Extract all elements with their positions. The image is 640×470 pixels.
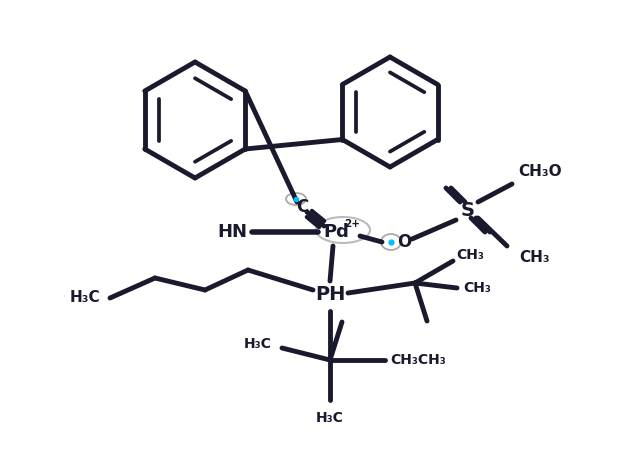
Text: H₃C: H₃C <box>244 337 272 351</box>
Text: C: C <box>296 198 308 216</box>
Text: CH₃: CH₃ <box>456 248 484 262</box>
Text: H₃C: H₃C <box>316 411 344 425</box>
Text: HN: HN <box>217 223 247 241</box>
Text: CH₃CH₃: CH₃CH₃ <box>390 353 446 367</box>
Text: H₃C: H₃C <box>70 290 100 306</box>
Text: Pd: Pd <box>323 223 349 241</box>
Text: CH₃: CH₃ <box>520 251 550 266</box>
Text: 2+: 2+ <box>344 219 360 229</box>
Text: O: O <box>397 233 411 251</box>
Text: PH: PH <box>315 285 345 305</box>
Text: CH₃O: CH₃O <box>518 164 562 180</box>
Text: CH₃: CH₃ <box>463 281 491 295</box>
Text: S: S <box>461 201 475 219</box>
